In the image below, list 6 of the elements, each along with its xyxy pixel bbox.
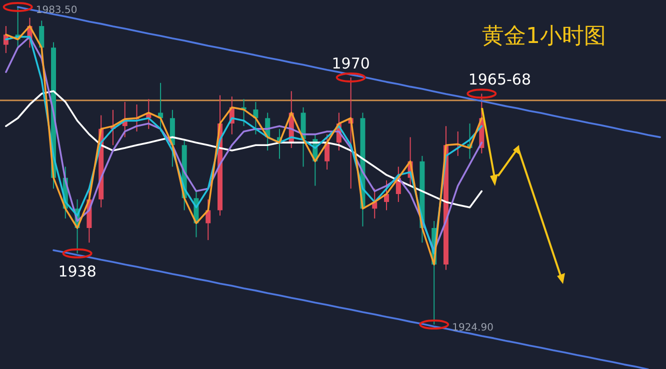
- annotation: 1970: [332, 54, 370, 72]
- annotation: 1965-68: [468, 70, 532, 89]
- text: 黄金1小时图: [482, 24, 606, 49]
- annotation: 1924.90: [452, 322, 494, 334]
- annotation: 1983.50: [36, 4, 78, 16]
- annotation: 1938: [58, 262, 96, 280]
